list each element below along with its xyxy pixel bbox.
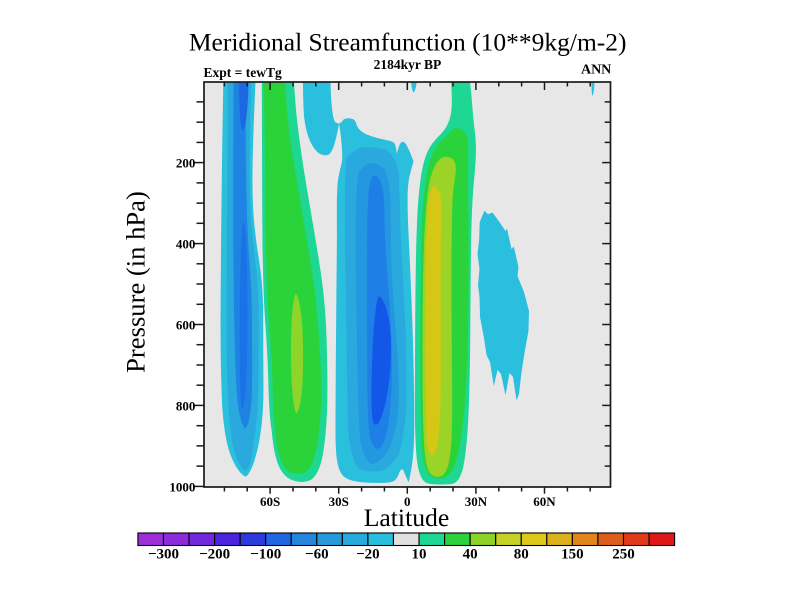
svg-text:30N: 30N xyxy=(465,494,488,509)
svg-text:Meridional Streamfunction (10*: Meridional Streamfunction (10**9kg/m-2) xyxy=(189,27,627,56)
svg-text:40: 40 xyxy=(463,546,478,562)
svg-text:−300: −300 xyxy=(148,546,179,562)
svg-text:600: 600 xyxy=(176,318,196,333)
svg-text:0: 0 xyxy=(404,494,411,509)
svg-text:Pressure (in hPa): Pressure (in hPa) xyxy=(121,191,151,373)
svg-text:1000: 1000 xyxy=(169,480,195,495)
svg-text:150: 150 xyxy=(561,546,584,562)
svg-text:400: 400 xyxy=(176,237,196,252)
svg-text:−20: −20 xyxy=(356,546,380,562)
svg-text:−200: −200 xyxy=(199,546,230,562)
svg-text:−60: −60 xyxy=(305,546,329,562)
svg-text:2184kyr BP: 2184kyr BP xyxy=(374,57,442,72)
svg-text:Latitude: Latitude xyxy=(364,503,450,532)
svg-text:ANN: ANN xyxy=(581,62,611,77)
svg-text:200: 200 xyxy=(176,156,196,171)
svg-text:60N: 60N xyxy=(533,494,556,509)
svg-text:60S: 60S xyxy=(260,494,280,509)
svg-text:−100: −100 xyxy=(250,546,281,562)
svg-text:Expt = tewTg: Expt = tewTg xyxy=(204,65,282,80)
svg-text:250: 250 xyxy=(612,546,635,562)
svg-text:30S: 30S xyxy=(329,494,349,509)
svg-text:80: 80 xyxy=(514,546,529,562)
svg-text:10: 10 xyxy=(412,546,427,562)
svg-text:800: 800 xyxy=(176,398,196,413)
